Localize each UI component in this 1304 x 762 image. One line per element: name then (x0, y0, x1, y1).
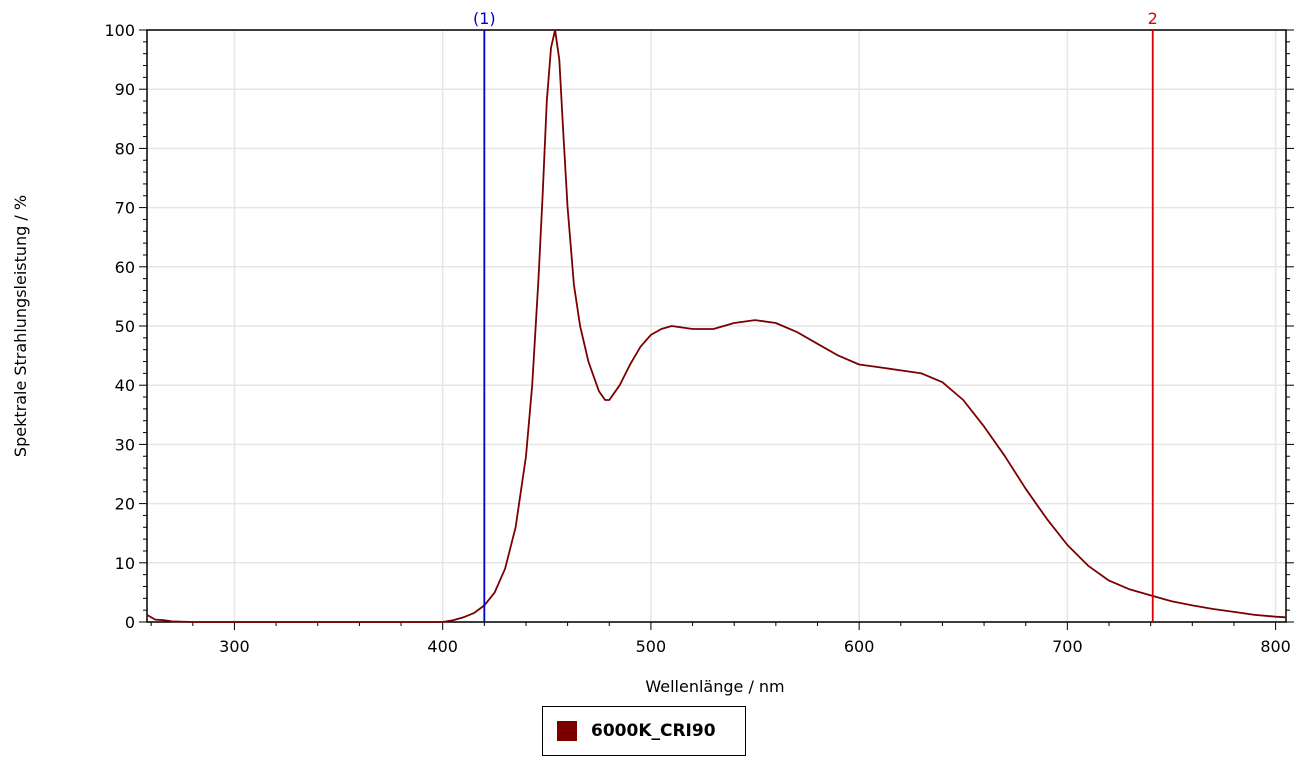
y-tick-label: 40 (115, 376, 135, 395)
legend: 6000K_CRI90 (542, 706, 746, 756)
marker-label: 2 (1148, 9, 1158, 28)
y-tick-label: 70 (115, 199, 135, 218)
axes: 0 10 20 30 40 50 60 70 80 90 100 300 400 500 600 700 800 (104, 21, 1294, 656)
x-tick-label: 800 (1260, 637, 1291, 656)
x-tick-label: 500 (636, 637, 667, 656)
y-tick-label: 20 (115, 495, 135, 514)
y-tick-label: 80 (115, 139, 135, 158)
x-tick-label: 400 (427, 637, 458, 656)
y-tick-label: 90 (115, 80, 135, 99)
x-axis-title: Wellenlänge / nm (645, 677, 784, 696)
legend-label: 6000K_CRI90 (591, 721, 716, 741)
y-axis-title: Spektrale Strahlungsleistung / % (11, 195, 30, 457)
marker-label: (1) (473, 9, 496, 28)
x-tick-label: 700 (1052, 637, 1083, 656)
y-tick-label: 30 (115, 435, 135, 454)
x-tick-label: 600 (844, 637, 875, 656)
y-tick-label: 0 (125, 613, 135, 632)
y-tick-label: 10 (115, 554, 135, 573)
grid-lines (147, 29, 1286, 623)
y-tick-label: 50 (115, 317, 135, 336)
x-tick-label: 300 (219, 637, 250, 656)
marker-lines: (1) 2 (473, 9, 1158, 622)
y-tick-label: 100 (104, 21, 135, 40)
y-tick-label: 60 (115, 258, 135, 277)
legend-swatch (557, 721, 577, 741)
